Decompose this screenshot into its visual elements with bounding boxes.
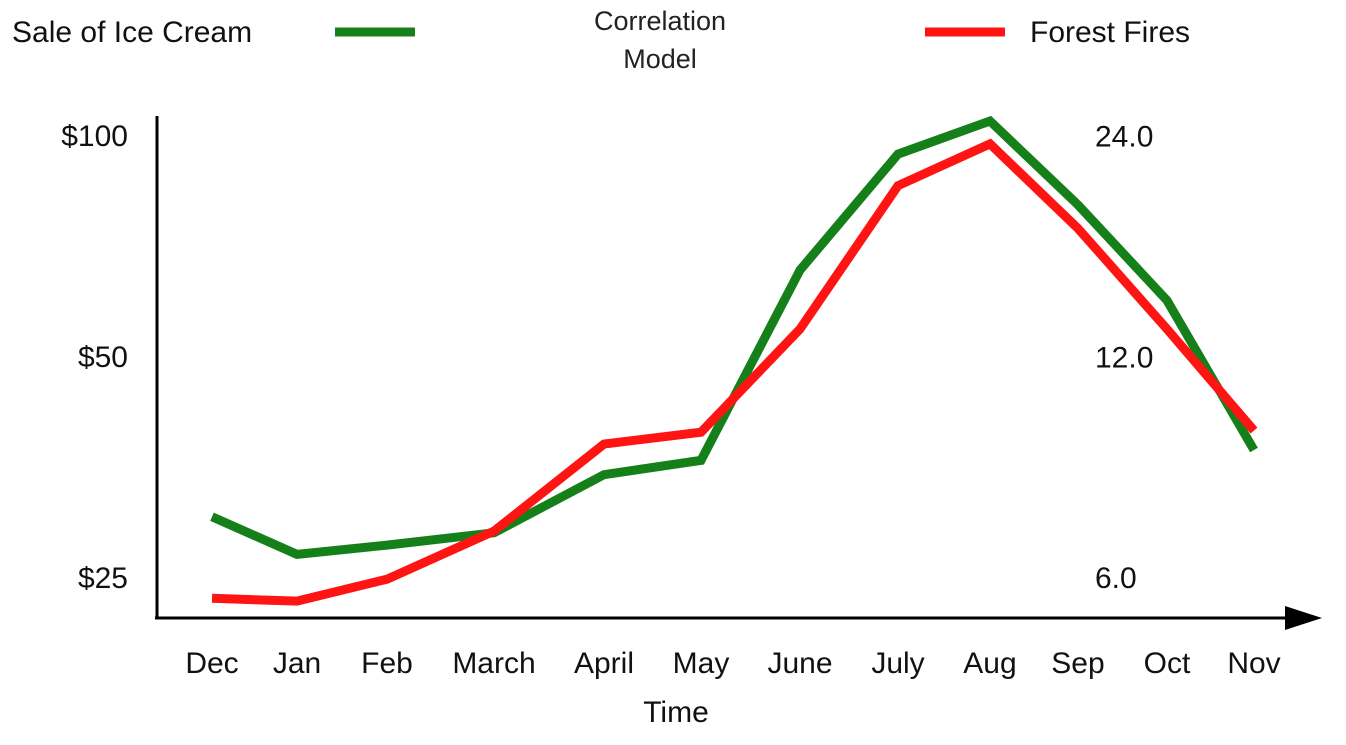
x-tick-label: March — [452, 647, 535, 680]
y-tick-label: $50 — [78, 341, 128, 374]
x-tick-label: Aug — [963, 647, 1016, 680]
x-tick-label: July — [871, 647, 924, 680]
x-axis-arrow — [1285, 606, 1322, 630]
data-line — [211, 138, 1258, 606]
y2-tick-label: 6.0 — [1095, 562, 1137, 595]
x-tick-label: Nov — [1227, 647, 1280, 680]
x-tick-label: Dec — [185, 647, 238, 680]
y-tick-label: $25 — [78, 562, 128, 595]
x-tick-label: May — [673, 647, 730, 680]
chart-title: Correlation Model — [593, 6, 727, 74]
y-tick-label: $100 — [61, 120, 128, 153]
data-line — [210, 115, 1258, 560]
x-tick-label: Feb — [361, 647, 413, 680]
x-tick-label: June — [767, 647, 832, 680]
x-tick-label: Sep — [1051, 647, 1104, 680]
y2-tick-label: 12.0 — [1095, 341, 1153, 374]
x-tick-label: April — [574, 647, 634, 680]
x-tick-label: Jan — [273, 647, 321, 680]
legend-label: Sale of Ice Cream — [12, 16, 252, 49]
x-axis-label: Time — [643, 696, 709, 729]
legend-label: Forest Fires — [1030, 16, 1190, 49]
y2-tick-label: 24.0 — [1095, 120, 1153, 153]
x-tick-label: Oct — [1144, 647, 1191, 680]
